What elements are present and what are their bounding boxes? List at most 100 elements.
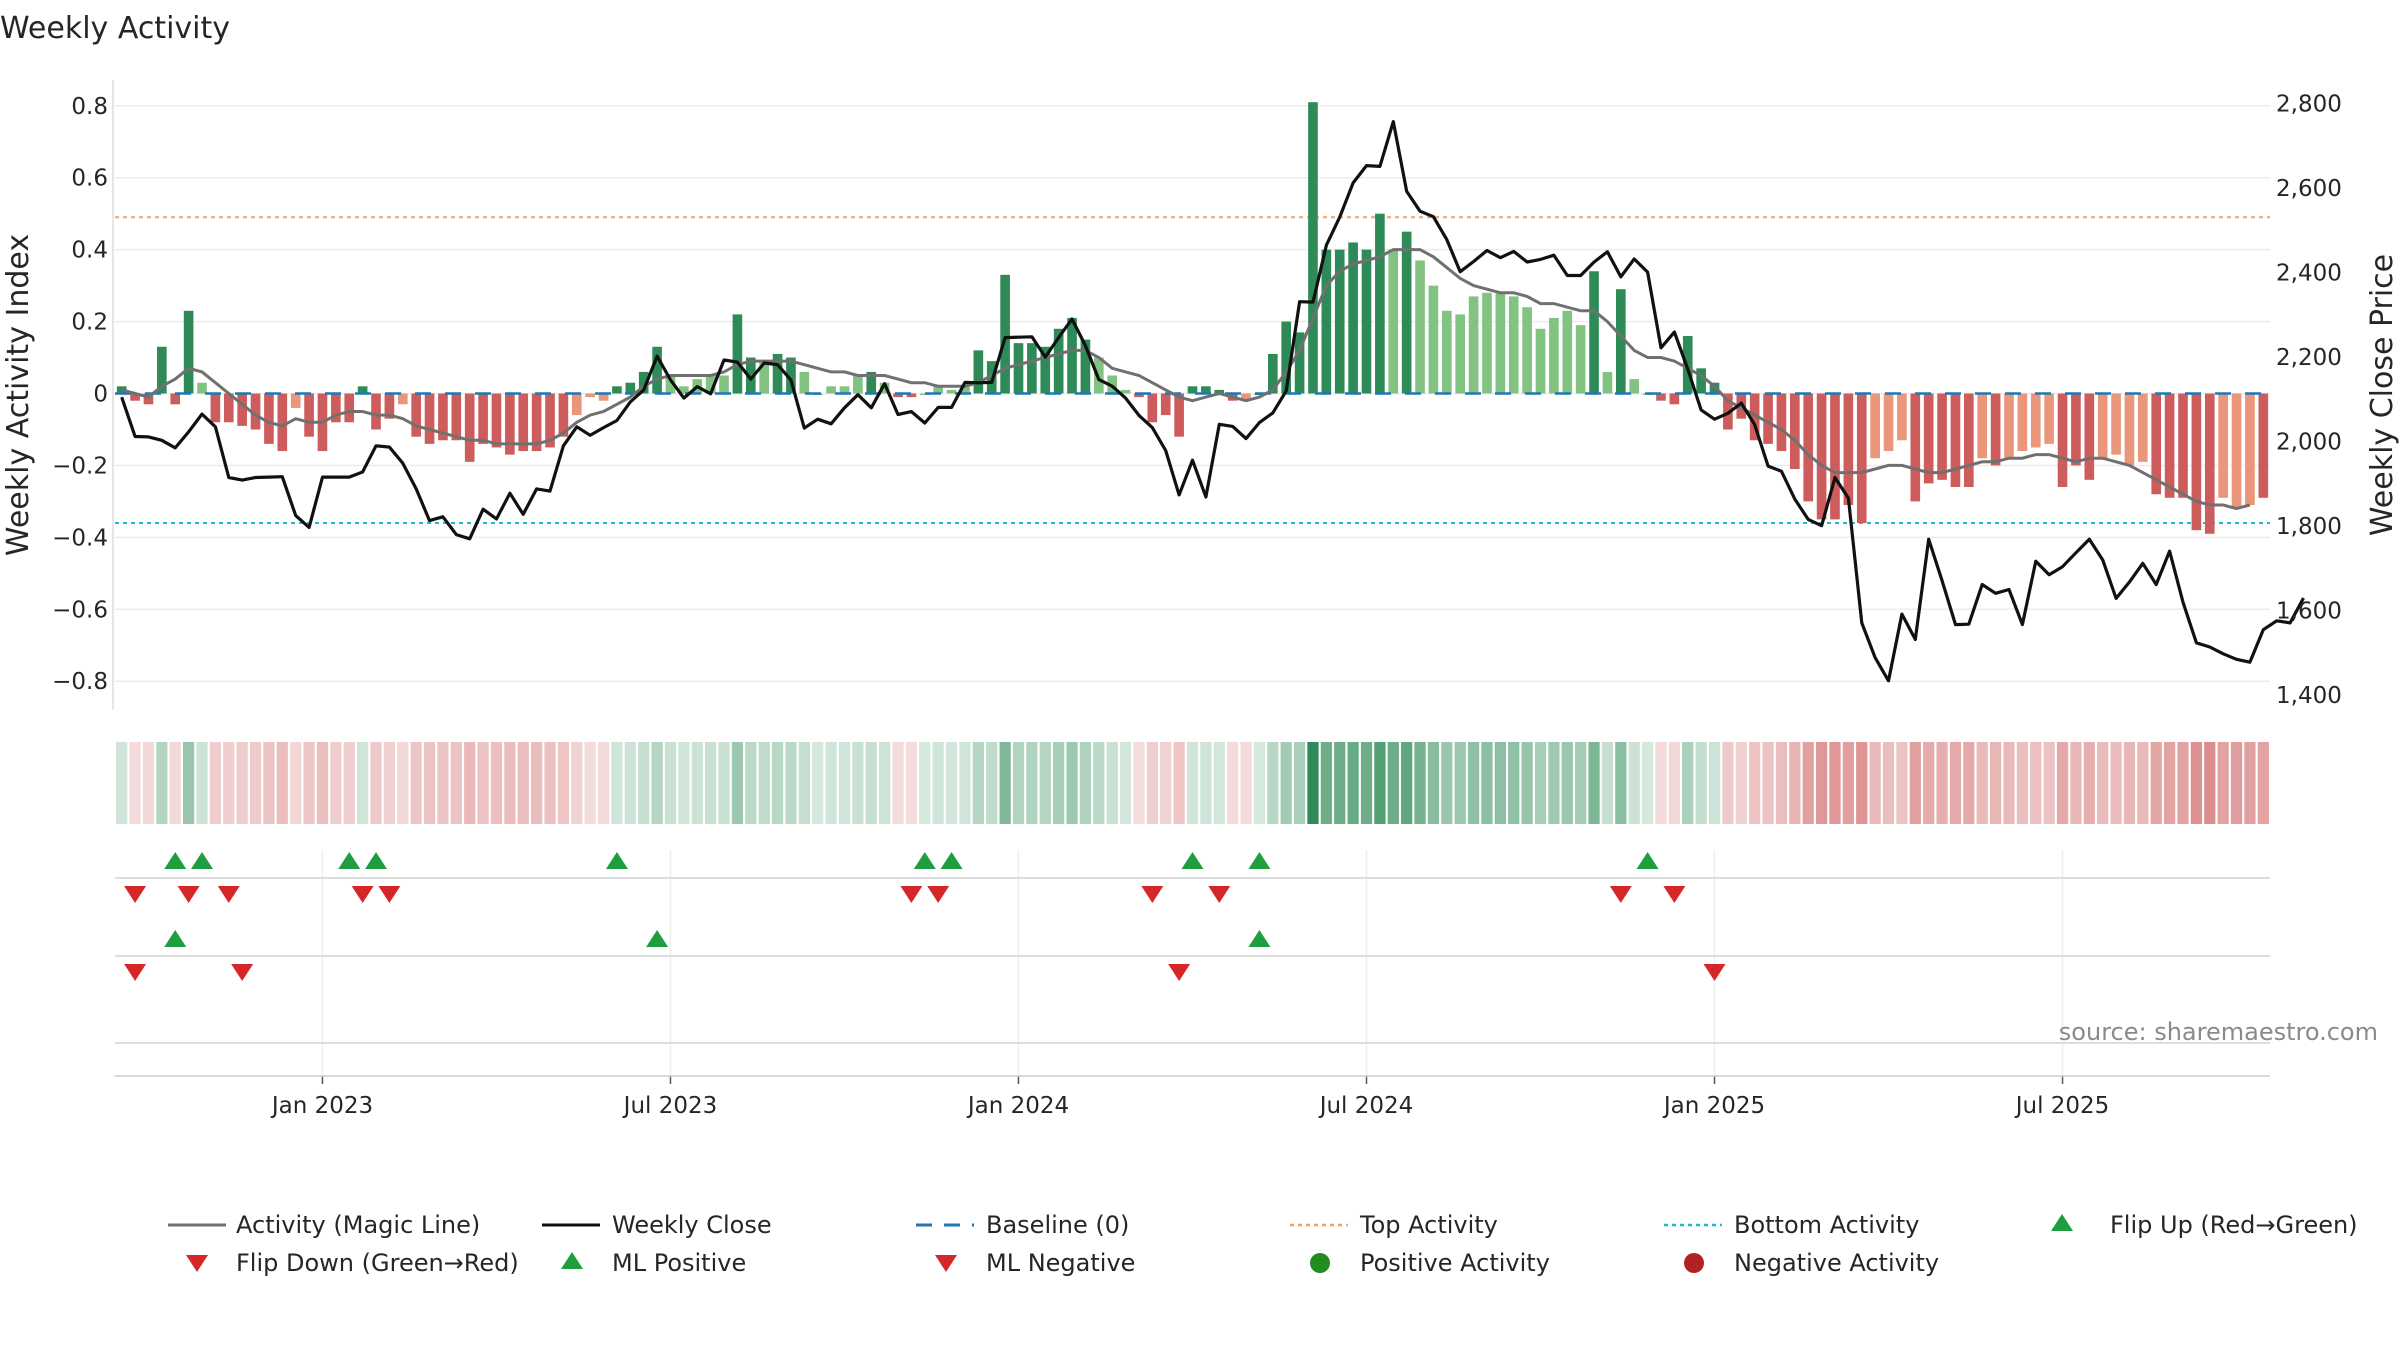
activity-bar — [344, 393, 355, 423]
heat-cell — [1521, 742, 1533, 824]
activity-bar — [1267, 353, 1278, 394]
activity-bar — [1428, 285, 1439, 394]
activity-bar — [1080, 339, 1091, 394]
heat-cell — [410, 742, 422, 824]
heat-cell — [2123, 742, 2136, 824]
heat-cell — [1708, 742, 1721, 824]
activity-bar — [2191, 393, 2202, 531]
activity-bar — [652, 346, 662, 394]
activity-bar — [1923, 393, 1934, 484]
heat-cell — [2070, 742, 2082, 824]
legend-label: Flip Up (Red→Green) — [2110, 1211, 2358, 1239]
activity-bar — [1441, 310, 1452, 394]
flip-down-marker — [124, 886, 147, 903]
activity-bar — [893, 393, 903, 398]
x-tick-label: Jul 2023 — [622, 1093, 718, 1119]
activity-bar — [839, 386, 850, 394]
heat-cell — [959, 742, 971, 824]
activity-bar — [571, 393, 582, 416]
ml-negative-marker — [124, 964, 147, 981]
activity-bar — [505, 393, 515, 455]
heat-cell — [1963, 742, 1975, 824]
activity-bar — [1602, 371, 1613, 394]
x-axis: Jan 2023 Jul 2023 Jan 2024 Jul 2024 Jan 2025… — [115, 1075, 2270, 1119]
activity-bar — [424, 393, 435, 444]
flip-up-marker — [913, 852, 936, 869]
heat-cell — [2016, 742, 2028, 824]
activity-bar — [1870, 393, 1880, 459]
chart-title: Weekly Activity — [0, 11, 230, 46]
activity-bar — [397, 393, 408, 405]
flip-down-marker — [177, 886, 200, 903]
ml-positive-marker — [1248, 930, 1271, 947]
heat-cell — [477, 742, 489, 824]
heat-cell — [651, 742, 663, 824]
activity-bar — [799, 371, 810, 394]
activity-bar — [1040, 346, 1051, 394]
heat-cell — [1615, 742, 1627, 824]
activity-bar — [1375, 213, 1385, 394]
activity-bar — [2231, 393, 2242, 509]
activity-bar — [1067, 317, 1077, 394]
activity-bar — [1897, 393, 1907, 441]
activity-bar — [1977, 393, 1988, 459]
activity-bar — [1950, 393, 1961, 488]
activity-bar — [491, 393, 502, 448]
heat-cell — [1427, 742, 1440, 824]
heat-cell — [1293, 742, 1306, 824]
heat-cell — [1012, 742, 1025, 824]
activity-bar — [357, 386, 368, 394]
left-tick-label: 0.2 — [71, 310, 108, 336]
heat-cell — [182, 742, 195, 824]
heat-cell — [1923, 742, 1935, 824]
activity-bar — [2138, 393, 2148, 462]
heat-cell — [1749, 742, 1761, 824]
activity-bar — [237, 393, 247, 426]
legend-label: Bottom Activity — [1734, 1211, 1919, 1239]
right-tick-label: 2,600 — [2276, 176, 2342, 202]
activity-bar — [719, 375, 729, 394]
heat-cell — [758, 742, 770, 824]
activity-bar — [1361, 249, 1372, 394]
heat-cell — [156, 742, 168, 824]
flip-down-marker — [1208, 886, 1231, 903]
activity-bar — [371, 393, 381, 430]
heat-cell — [2257, 742, 2269, 824]
heat-cell — [129, 742, 141, 824]
flip-down-marker — [217, 886, 240, 903]
activity-bar — [1348, 242, 1358, 394]
activity-bar — [946, 389, 957, 394]
heat-cell — [731, 742, 744, 824]
heat-cell — [316, 742, 329, 824]
flip-up-marker — [1636, 852, 1659, 869]
right-tick-label: 2,800 — [2276, 91, 2342, 117]
flip-up-marker — [365, 852, 388, 869]
heat-cell — [1481, 742, 1493, 824]
heat-cell — [571, 742, 583, 824]
heat-cell — [1307, 742, 1319, 824]
heat-cell — [544, 742, 556, 824]
heat-cell — [370, 742, 382, 824]
flip-up-marker — [164, 852, 187, 869]
activity-bar — [130, 393, 140, 401]
heat-cell — [1829, 742, 1841, 824]
activity-bar — [223, 393, 234, 423]
heat-cell — [798, 742, 810, 824]
heat-cell — [1347, 742, 1359, 824]
activity-bar — [732, 314, 743, 394]
heat-cell — [879, 742, 891, 824]
heat-cell — [1494, 742, 1506, 824]
ml-negative-marker — [231, 964, 254, 981]
heat-cell — [1334, 742, 1346, 824]
activity-bar — [745, 357, 756, 394]
x-tick-label: Jul 2025 — [2014, 1093, 2110, 1119]
activity-bar — [464, 393, 475, 462]
activity-bar — [1053, 328, 1064, 394]
heat-cell — [423, 742, 436, 824]
activity-bar — [183, 310, 194, 394]
heat-cell — [2097, 742, 2109, 824]
activity-bar — [598, 393, 609, 401]
heat-cell — [330, 742, 342, 824]
legend-swatch-positive-activity — [1310, 1253, 1330, 1273]
